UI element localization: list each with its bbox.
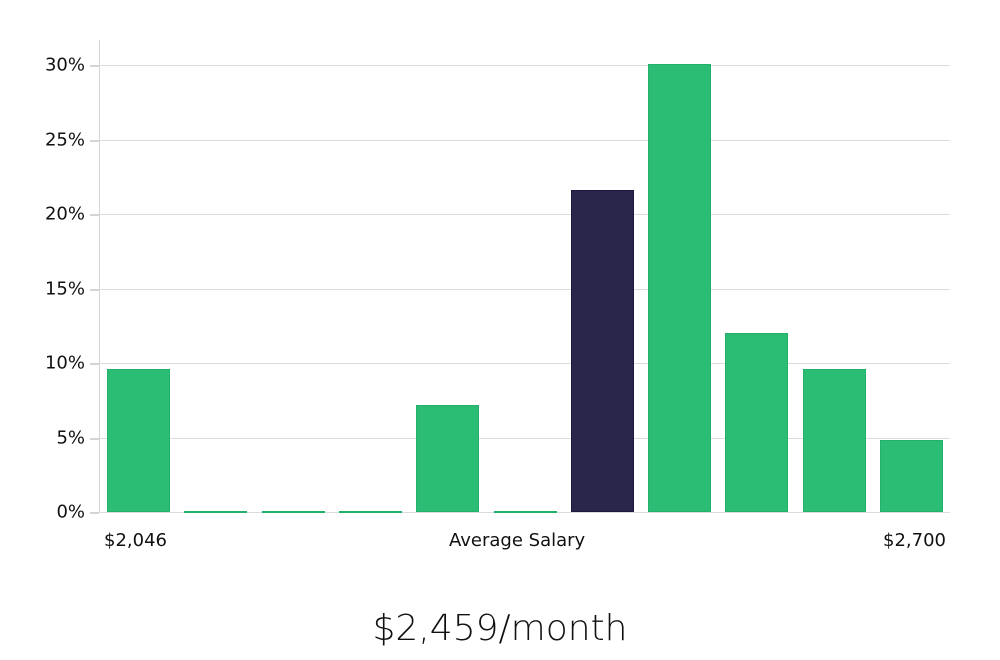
salary-histogram-chart: 0% 5% 10% 15% 20% 25% 30% $2,046 Average Salar…	[44, 40, 950, 551]
y-tick-mark	[90, 438, 99, 440]
average-salary-title: $2,459/month	[372, 608, 628, 649]
bar	[803, 368, 866, 512]
bar	[880, 440, 943, 512]
y-tick-label: 30%	[44, 54, 85, 76]
gridline	[99, 140, 950, 141]
bar	[107, 368, 170, 512]
y-tick-label: 10%	[44, 352, 85, 374]
bar	[184, 510, 247, 513]
gridline	[99, 512, 950, 513]
y-tick-mark	[90, 363, 99, 365]
gridline	[99, 65, 950, 66]
y-tick-mark	[90, 289, 99, 291]
y-tick-mark	[90, 512, 99, 514]
y-tick-label: 5%	[56, 427, 85, 449]
y-tick-mark	[90, 140, 99, 142]
gridline	[99, 438, 950, 439]
y-tick-mark	[90, 65, 99, 67]
gridline	[99, 363, 950, 364]
bar	[648, 63, 711, 512]
x-axis-title: Average Salary	[449, 530, 586, 551]
bar	[416, 404, 479, 512]
bar	[339, 510, 402, 513]
y-axis-line	[99, 40, 100, 513]
x-axis-max-label: $2,700	[883, 530, 946, 551]
y-tick-label: 20%	[44, 203, 85, 225]
gridline	[99, 289, 950, 290]
bar	[262, 510, 325, 513]
bar	[494, 510, 557, 513]
x-axis-min-label: $2,046	[104, 530, 167, 551]
bar-average-highlight	[571, 190, 634, 512]
gridline	[99, 214, 950, 215]
y-tick-label: 0%	[56, 501, 85, 523]
bar	[725, 333, 788, 512]
y-tick-label: 25%	[44, 129, 85, 151]
y-tick-mark	[90, 214, 99, 216]
y-tick-label: 15%	[44, 278, 85, 300]
